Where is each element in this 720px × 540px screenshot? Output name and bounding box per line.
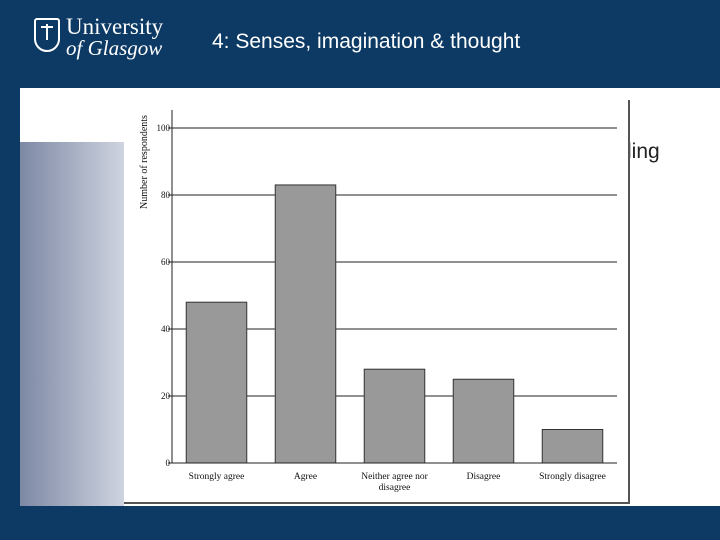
occluded-slide-text: ding bbox=[620, 140, 660, 163]
bar-chart: 0 20 40 60 80 100 Strongly agree Agree Neither a… bbox=[139, 110, 617, 493]
x-tick-label: Agree bbox=[294, 472, 317, 482]
logo-text-university: University bbox=[66, 14, 164, 39]
bar-strongly-disagree bbox=[541, 429, 604, 464]
y-axis-label: Number of respondents bbox=[139, 115, 150, 209]
slide-title: 4: Senses, imagination & thought bbox=[212, 30, 521, 53]
y-tick-label: 60 bbox=[161, 257, 171, 267]
x-tick-label: Strongly disagree bbox=[539, 472, 606, 482]
slide-header: University of Glasgow 4: Senses, imagina… bbox=[0, 0, 720, 88]
bar-neither-agree-nor-disagree bbox=[363, 368, 426, 464]
y-tick-label: 20 bbox=[161, 391, 171, 401]
bar-strongly-agree bbox=[185, 301, 248, 464]
decorative-side-panel bbox=[20, 142, 124, 506]
bar-agree bbox=[274, 184, 337, 464]
bar-disagree bbox=[452, 378, 515, 464]
crest-icon bbox=[34, 18, 60, 52]
slide-footer bbox=[0, 506, 720, 540]
university-logo: University of Glasgow bbox=[34, 14, 194, 64]
y-tick-label: 40 bbox=[161, 324, 171, 334]
x-tick-label: Disagree bbox=[467, 472, 501, 482]
x-tick-label: Neither agree nor bbox=[361, 472, 428, 482]
y-tick-label: 80 bbox=[161, 190, 171, 200]
x-tick-label: Strongly agree bbox=[189, 472, 245, 482]
y-tick-label: 0 bbox=[166, 458, 171, 468]
logo-text-glasgow: of Glasgow bbox=[66, 36, 163, 60]
y-tick-label: 100 bbox=[157, 123, 171, 133]
x-tick-label: disagree bbox=[379, 483, 411, 493]
chart-frame: 0 20 40 60 80 100 Strongly agree Agree Neither a… bbox=[124, 100, 630, 504]
